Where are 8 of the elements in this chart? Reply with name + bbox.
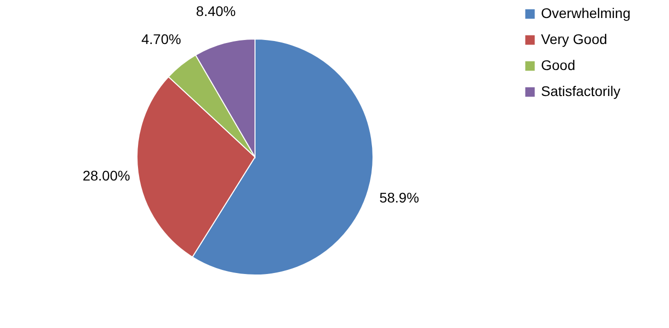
data-label: 4.70% (141, 30, 182, 47)
legend-label: Good (541, 57, 576, 73)
legend-label: Very Good (541, 31, 608, 47)
data-label: 28.00% (82, 168, 130, 184)
data-label: 58.9% (379, 189, 420, 206)
legend-label: Overwhelming (541, 5, 630, 21)
data-label: 8.40% (196, 3, 236, 20)
legend-label: Satisfactorily (541, 83, 620, 99)
